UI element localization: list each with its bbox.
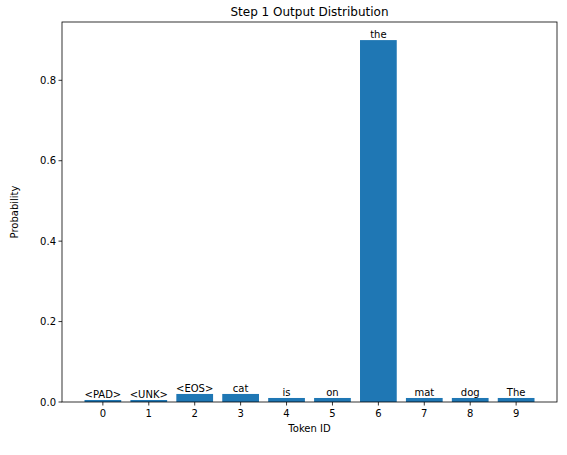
x-tick bbox=[102, 402, 103, 406]
x-tick-label: 0 bbox=[100, 408, 106, 419]
x-tick-label: 4 bbox=[283, 408, 289, 419]
x-tick bbox=[332, 402, 333, 406]
y-tick-label: 0.6 bbox=[40, 155, 56, 166]
bar bbox=[268, 398, 305, 402]
y-tick bbox=[59, 160, 63, 161]
bar bbox=[498, 398, 535, 402]
x-tick bbox=[378, 402, 379, 406]
bar bbox=[406, 398, 443, 402]
bar-annotation: the bbox=[370, 29, 386, 40]
bar bbox=[360, 40, 397, 402]
x-tick bbox=[240, 402, 241, 406]
x-tick-label: 5 bbox=[329, 408, 335, 419]
y-tick-label: 0.8 bbox=[40, 75, 56, 86]
x-tick bbox=[424, 402, 425, 406]
x-tick bbox=[470, 402, 471, 406]
x-tick-label: 7 bbox=[421, 408, 427, 419]
bar bbox=[452, 398, 489, 402]
x-tick bbox=[286, 402, 287, 406]
x-tick bbox=[148, 402, 149, 406]
x-tick-label: 3 bbox=[237, 408, 243, 419]
y-tick bbox=[59, 321, 63, 322]
bar-annotation: The bbox=[506, 387, 526, 398]
bar-annotation: mat bbox=[414, 387, 434, 398]
y-tick bbox=[59, 402, 63, 403]
x-tick-label: 2 bbox=[192, 408, 198, 419]
x-tick-label: 1 bbox=[146, 408, 152, 419]
chart: <PAD> <UNK> <EOS> cat is on the mat dog The 0 1 2 3 4 5… bbox=[0, 0, 567, 455]
x-tick bbox=[516, 402, 517, 406]
bar-annotation: <PAD> bbox=[85, 389, 122, 400]
x-axis-label: Token ID bbox=[287, 423, 331, 434]
y-tick-label: 0.4 bbox=[40, 236, 56, 247]
plot-frame bbox=[62, 22, 557, 402]
chart-title: Step 1 Output Distribution bbox=[230, 5, 388, 19]
x-tick-label: 9 bbox=[513, 408, 519, 419]
y-axis-label: Probability bbox=[9, 185, 20, 238]
bar-annotation: on bbox=[326, 387, 338, 398]
y-tick bbox=[59, 80, 63, 81]
x-tick bbox=[194, 402, 195, 406]
bar bbox=[222, 394, 259, 402]
bars bbox=[85, 40, 535, 402]
bar bbox=[314, 398, 351, 402]
bar-annotation: dog bbox=[461, 387, 480, 398]
y-tick bbox=[59, 241, 63, 242]
bar-annotation: <EOS> bbox=[176, 383, 213, 394]
y-tick-label: 0.2 bbox=[40, 316, 56, 327]
bar-annotation: <UNK> bbox=[130, 389, 168, 400]
bar bbox=[176, 394, 213, 402]
x-tick-label: 6 bbox=[375, 408, 381, 419]
y-tick-label: 0.0 bbox=[40, 397, 56, 408]
bar-annotation: is bbox=[283, 387, 291, 398]
bar-annotation: cat bbox=[233, 383, 249, 394]
x-tick-label: 8 bbox=[467, 408, 473, 419]
chart-container: <PAD> <UNK> <EOS> cat is on the mat dog The 0 1 2 3 4 5… bbox=[0, 0, 567, 455]
